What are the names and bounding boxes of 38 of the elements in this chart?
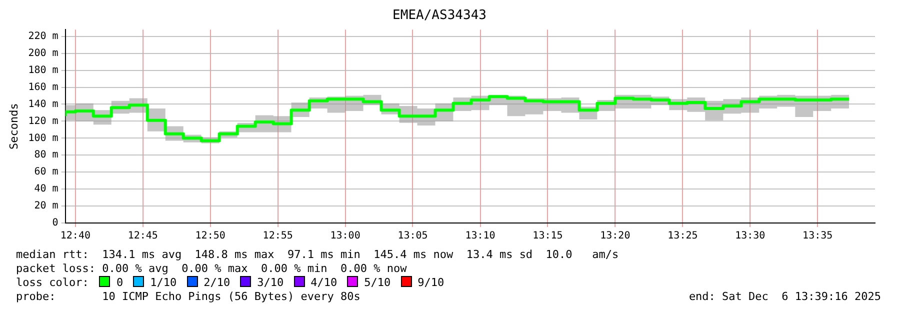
text: probe: 10 ICMP Echo Pings (56 Bytes) every 80s [16, 290, 360, 303]
x-tick-label: 13:05 [398, 230, 428, 242]
y-tick-label: 200 m [28, 48, 58, 59]
y-tick-label: 0 [52, 218, 58, 229]
y-tick-label: 220 m [28, 30, 58, 42]
legend-label: 0 [116, 276, 124, 289]
y-tick-label: 60 m [34, 166, 58, 178]
x-tick-label: 13:00 [330, 230, 360, 242]
y-tick-label: 120 m [28, 116, 58, 127]
y-axis-title: Seconds [7, 103, 20, 150]
x-tick-label: 12:45 [128, 230, 158, 242]
y-tick-label: 180 m [28, 64, 58, 76]
chart-title: EMEA/AS34343 [392, 8, 486, 24]
legend-label: 9/10 [418, 276, 444, 289]
legend-label: 2/10 [204, 276, 230, 289]
x-tick-label: 13:10 [465, 230, 496, 242]
legend-label: 4/10 [310, 276, 338, 289]
text: median rtt: 134.1 ms avg 148.8 ms max 97.1 ms min 145.4 ms now 13.4 ms sd 10.0 am/s [16, 248, 619, 261]
x-tick-label: 13:25 [668, 230, 698, 242]
x-tick-label: 13:20 [600, 230, 630, 242]
text: end: Sat Dec 6 13:39:16 2025 [688, 290, 881, 303]
legend-title: loss color: [16, 276, 90, 289]
y-tick-label: 20 m [34, 200, 58, 212]
y-tick-label: 140 m [28, 98, 58, 110]
x-tick-label: 13:15 [532, 230, 563, 242]
y-tick-label: 100 m [28, 132, 58, 144]
text: packet loss: 0.00 % avg 0.00 % max 0.00 % min 0.00 % now [16, 262, 407, 275]
legend-label: 3/10 [257, 276, 284, 289]
x-tick-label: 13:30 [735, 230, 766, 242]
y-tick-label: 160 m [28, 82, 58, 93]
legend-label: 5/10 [364, 276, 391, 289]
x-tick-label: 12:50 [195, 230, 226, 242]
legend-label: 1/10 [150, 276, 177, 289]
x-tick-label: 12:40 [60, 230, 90, 242]
x-tick-label: 12:55 [262, 230, 293, 242]
y-tick-label: 80 m [34, 150, 58, 161]
y-tick-label: 40 m [34, 184, 58, 195]
x-tick-label: 13:35 [802, 230, 833, 242]
